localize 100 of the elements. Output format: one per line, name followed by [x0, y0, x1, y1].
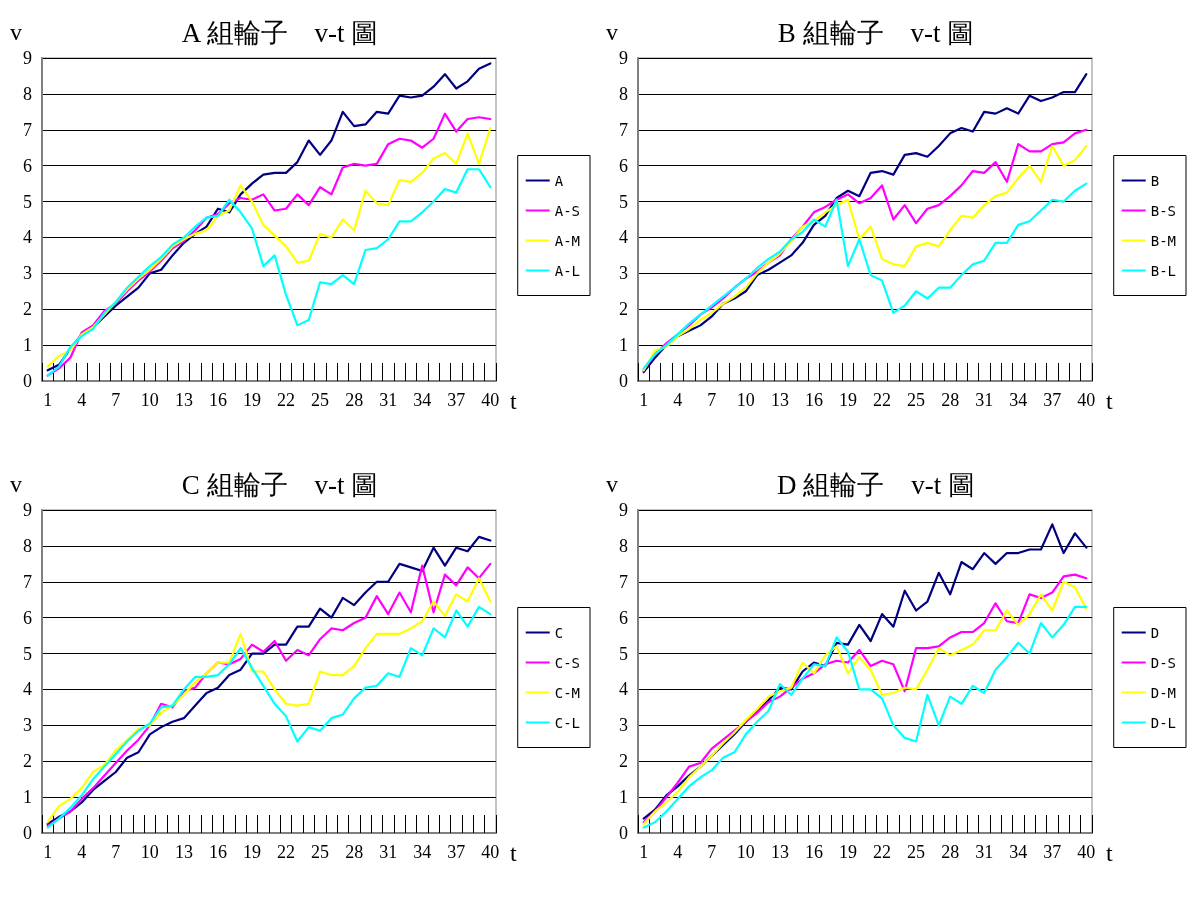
y-tick-label: 1	[619, 335, 628, 356]
x-tick-label: 28	[941, 390, 960, 410]
legend-label: C-S	[554, 654, 581, 671]
y-tick-label: 9	[23, 500, 32, 520]
x-tick-label: 7	[111, 390, 121, 410]
legend-label: D	[1150, 624, 1160, 641]
y-tick-label: 4	[23, 227, 32, 248]
y-tick-label: 8	[619, 535, 628, 556]
x-tick-label: 1	[43, 390, 53, 410]
y-tick-label: 9	[619, 500, 628, 520]
x-tick-label: 34	[413, 842, 432, 862]
line-series	[642, 182, 1088, 370]
y-tick-label: 9	[619, 48, 628, 68]
x-axis-title: t	[510, 840, 517, 866]
x-tick-label: 34	[413, 390, 432, 410]
y-tick-label: 8	[23, 83, 32, 104]
legend-label: B-M	[1150, 232, 1177, 249]
x-tick-label: 7	[707, 842, 717, 862]
x-tick-label: 13	[174, 390, 193, 410]
y-tick-label: 2	[619, 299, 628, 320]
x-axis-title: t	[1106, 388, 1113, 414]
y-tick-label: 7	[23, 571, 32, 592]
x-tick-label: 28	[345, 390, 364, 410]
x-tick-label: 34	[1009, 390, 1028, 410]
x-tick-label: 37	[447, 842, 466, 862]
y-tick-label: 4	[619, 679, 628, 700]
x-tick-label: 25	[311, 390, 330, 410]
y-tick-label: 0	[23, 823, 32, 843]
x-tick-label: 28	[345, 842, 364, 862]
y-tick-label: 3	[619, 715, 628, 736]
x-tick-label: 7	[707, 390, 717, 410]
x-tick-label: 4	[673, 842, 683, 862]
legend-label: C	[554, 624, 564, 641]
x-tick-label: 22	[277, 390, 296, 410]
line-series	[46, 62, 492, 372]
legend-label: B-S	[1150, 202, 1177, 219]
x-tick-label: 28	[941, 842, 960, 862]
legend-label: D-M	[1150, 684, 1177, 701]
y-tick-label: 0	[619, 823, 628, 843]
legend-label: A-M	[554, 232, 581, 249]
x-tick-label: 40	[481, 390, 500, 410]
x-tick-label: 34	[1009, 842, 1028, 862]
x-tick-label: 7	[111, 842, 121, 862]
x-tick-label: 37	[447, 390, 466, 410]
y-tick-label: 9	[23, 48, 32, 68]
line-series	[642, 73, 1088, 374]
x-tick-label: 40	[1077, 842, 1096, 862]
y-tick-label: 6	[619, 155, 628, 176]
x-tick-label: 1	[43, 842, 53, 862]
y-tick-label: 5	[619, 191, 628, 212]
legend-label: C-L	[554, 714, 581, 731]
x-tick-label: 16	[804, 842, 823, 862]
x-tick-label: 19	[242, 842, 261, 862]
x-tick-label: 22	[873, 842, 892, 862]
y-tick-label: 5	[23, 643, 32, 664]
y-tick-label: 7	[619, 571, 628, 592]
y-tick-label: 2	[23, 299, 32, 320]
y-tick-label: 2	[619, 751, 628, 772]
legend-label: A-L	[554, 262, 581, 279]
x-tick-label: 10	[736, 390, 755, 410]
chart-title: D 組輪子 v-t 圖	[777, 469, 975, 500]
y-axis-title: v	[606, 19, 618, 45]
x-tick-label: 37	[1043, 842, 1062, 862]
x-axis-title: t	[1106, 840, 1113, 866]
legend-label: A	[554, 172, 564, 189]
y-axis-title: v	[10, 471, 22, 497]
legend-label: A-S	[554, 202, 581, 219]
y-tick-label: 1	[23, 787, 32, 808]
x-tick-label: 13	[174, 842, 193, 862]
x-tick-label: 40	[1077, 390, 1096, 410]
x-tick-label: 10	[140, 390, 159, 410]
x-tick-label: 4	[77, 390, 87, 410]
x-tick-label: 16	[208, 390, 227, 410]
legend-label: B	[1150, 172, 1160, 189]
x-tick-label: 40	[481, 842, 500, 862]
x-tick-label: 25	[311, 842, 330, 862]
x-tick-label: 10	[140, 842, 159, 862]
legend-label: D-S	[1150, 654, 1177, 671]
y-tick-label: 1	[23, 335, 32, 356]
y-tick-label: 5	[619, 643, 628, 664]
x-tick-label: 31	[975, 390, 994, 410]
x-tick-label: 31	[975, 842, 994, 862]
x-tick-label: 19	[242, 390, 261, 410]
y-tick-label: 6	[23, 607, 32, 628]
chart-title: C 組輪子 v-t 圖	[181, 469, 379, 500]
x-tick-label: 1	[639, 842, 649, 862]
x-tick-label: 22	[277, 842, 296, 862]
y-tick-label: 7	[23, 119, 32, 140]
x-tick-label: 10	[736, 842, 755, 862]
line-series	[46, 168, 492, 377]
legend-label: D-L	[1150, 714, 1177, 731]
y-axis-title: v	[606, 471, 618, 497]
x-tick-label: 1	[639, 390, 649, 410]
x-tick-label: 13	[770, 390, 789, 410]
x-tick-label: 19	[838, 390, 857, 410]
y-tick-label: 8	[619, 83, 628, 104]
x-tick-label: 16	[208, 842, 227, 862]
y-tick-label: 3	[23, 263, 32, 284]
y-tick-label: 4	[619, 227, 628, 248]
x-tick-label: 25	[907, 390, 926, 410]
